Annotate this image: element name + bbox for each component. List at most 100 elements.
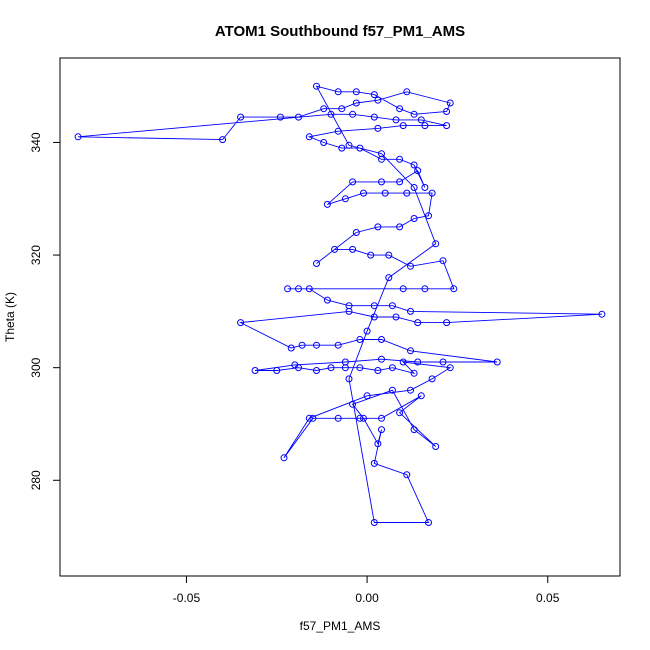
data-point xyxy=(378,336,385,343)
data-point xyxy=(349,110,357,118)
data-point xyxy=(345,375,353,383)
data-point xyxy=(421,285,429,293)
data-point xyxy=(352,229,360,236)
data-point xyxy=(313,260,320,267)
data-point xyxy=(284,285,292,293)
data-point xyxy=(399,285,407,293)
data-point xyxy=(403,189,411,197)
data-point xyxy=(374,367,382,374)
data-point xyxy=(356,364,364,372)
data-point xyxy=(313,367,320,374)
data-point xyxy=(352,99,360,107)
data-point xyxy=(410,110,418,118)
data-point xyxy=(295,285,302,293)
data-point xyxy=(219,136,227,144)
data-point xyxy=(428,189,436,197)
y-axis: 280 300 320 340 xyxy=(29,132,61,490)
data-point xyxy=(338,105,346,113)
data-point xyxy=(388,364,396,372)
data-point xyxy=(410,184,418,191)
data-point xyxy=(388,302,396,310)
x-tick-label: 0.05 xyxy=(536,591,560,605)
data-point xyxy=(237,319,245,327)
data-point xyxy=(385,274,393,282)
data-point xyxy=(345,141,353,149)
data-point xyxy=(331,245,339,253)
data-point xyxy=(370,113,378,121)
data-point xyxy=(305,133,313,141)
data-point xyxy=(338,144,346,152)
data-point xyxy=(439,257,447,265)
data-point xyxy=(334,341,342,349)
data-point xyxy=(370,313,378,321)
data-point xyxy=(360,414,367,422)
y-tick-label: 320 xyxy=(29,245,43,265)
data-point xyxy=(334,414,342,422)
x-axis: -0.05 0.00 0.05 xyxy=(173,575,560,605)
data-point xyxy=(378,150,385,158)
data-point xyxy=(417,116,425,124)
data-point xyxy=(443,108,451,115)
data-point xyxy=(421,184,429,191)
data-point xyxy=(410,369,418,377)
data-point xyxy=(392,313,400,321)
data-point xyxy=(323,200,331,208)
data-point xyxy=(414,319,422,327)
data-point xyxy=(443,122,451,130)
data-point xyxy=(74,133,82,141)
data-point xyxy=(345,302,353,310)
data-point xyxy=(323,296,331,304)
data-point xyxy=(309,414,317,422)
data-point xyxy=(334,88,342,96)
data-point xyxy=(356,336,364,343)
data-point xyxy=(360,189,367,197)
data-point xyxy=(356,414,364,422)
data-point xyxy=(407,347,414,355)
data-point xyxy=(370,91,378,99)
data-point xyxy=(374,96,382,104)
data-point xyxy=(291,361,299,369)
data-point xyxy=(374,124,382,132)
data-point xyxy=(450,285,458,293)
data-point xyxy=(374,223,382,231)
data-point xyxy=(327,110,335,118)
data-point xyxy=(287,344,295,352)
data-point xyxy=(363,392,371,400)
data-point xyxy=(446,99,454,107)
data-point xyxy=(407,386,414,394)
series-line xyxy=(78,85,602,523)
data-point xyxy=(407,307,414,315)
data-point xyxy=(280,454,288,462)
data-point xyxy=(403,88,411,96)
data-point xyxy=(414,167,422,175)
data-point xyxy=(370,302,378,310)
data-point xyxy=(396,409,404,417)
data-point xyxy=(407,262,414,270)
data-point xyxy=(320,105,328,113)
data-point xyxy=(356,144,364,152)
data-point xyxy=(439,358,447,366)
data-point xyxy=(363,327,371,335)
data-point xyxy=(396,105,404,113)
y-tick-label: 340 xyxy=(29,132,43,152)
data-point xyxy=(385,251,393,259)
data-point xyxy=(298,341,306,349)
data-point xyxy=(370,519,378,526)
data-point xyxy=(378,355,385,363)
data-point xyxy=(313,82,320,90)
chart-title: ATOM1 Southbound f57_PM1_AMS xyxy=(215,23,465,40)
data-point xyxy=(341,358,349,366)
data-point xyxy=(421,122,429,130)
data-point xyxy=(276,113,284,121)
data-point xyxy=(410,215,418,222)
data-point xyxy=(320,139,328,146)
data-point xyxy=(399,122,407,130)
data-point xyxy=(425,212,432,220)
data-point xyxy=(396,223,404,231)
data-point xyxy=(388,386,396,394)
y-axis-label: Theta (K) xyxy=(3,292,17,342)
plot-frame xyxy=(59,57,621,577)
data-point xyxy=(428,375,436,383)
data-point xyxy=(417,392,425,400)
